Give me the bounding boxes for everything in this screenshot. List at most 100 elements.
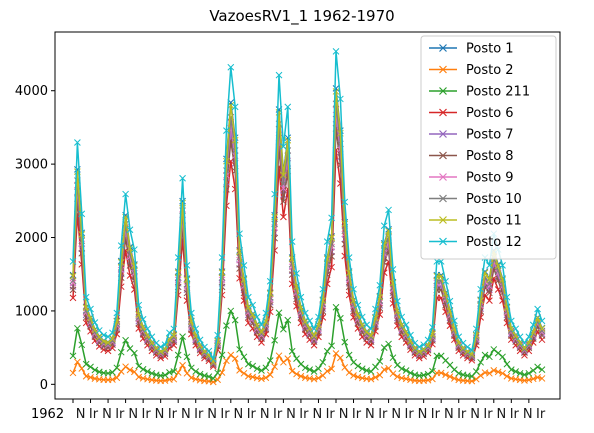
data-point (477, 358, 484, 366)
data-point (214, 376, 221, 384)
legend-marker (439, 108, 447, 117)
data-point (131, 349, 138, 357)
data-point (490, 346, 498, 353)
data-point (424, 343, 432, 351)
data-point (486, 353, 493, 361)
data-point (442, 371, 449, 379)
data-point (253, 365, 261, 373)
data-point (174, 269, 182, 277)
legend-label: Posto 2 (466, 63, 514, 78)
data-point (315, 313, 322, 321)
data-point (534, 305, 541, 313)
data-point (534, 373, 541, 381)
data-point (429, 367, 436, 375)
data-point (310, 335, 318, 342)
data-point (328, 214, 335, 222)
data-point (288, 238, 296, 245)
data-point (538, 325, 546, 332)
x-tick-label-crowded: Ir (115, 407, 125, 422)
x-tick-label-crowded: Ir (536, 407, 546, 422)
data-point (306, 366, 314, 373)
x-tick-label-crowded: N (76, 407, 86, 422)
x-tick-label-crowded: Ir (510, 407, 520, 422)
data-point (472, 325, 480, 333)
data-point (249, 373, 257, 381)
data-point (170, 368, 178, 375)
data-point (262, 309, 270, 317)
data-point (170, 325, 178, 333)
data-point (284, 134, 292, 142)
data-point (499, 262, 506, 269)
data-point (472, 368, 480, 375)
data-point (126, 226, 134, 234)
data-point (135, 373, 143, 381)
data-point (95, 368, 103, 376)
data-point (323, 347, 331, 355)
data-point (152, 346, 160, 353)
data-point (455, 369, 463, 377)
series-posto-12 (69, 48, 546, 363)
series-posto-211 (69, 303, 546, 382)
data-point (516, 369, 524, 377)
data-point (315, 365, 322, 373)
data-point (183, 353, 191, 361)
chart-title: VazoesRV1_1 1962-1970 (209, 7, 394, 26)
x-tick-label-crowded: N (234, 407, 244, 422)
data-point (372, 305, 379, 313)
data-point (494, 368, 502, 376)
data-point (131, 368, 138, 376)
data-point (183, 262, 191, 269)
data-point (91, 319, 99, 326)
data-point (244, 293, 252, 301)
x-tick-label-crowded: Ir (247, 407, 257, 422)
data-point (459, 346, 467, 353)
data-point (332, 48, 340, 55)
data-point (179, 174, 186, 182)
data-point (174, 369, 182, 376)
data-point (148, 369, 156, 377)
data-point (394, 361, 401, 369)
data-point (218, 351, 226, 359)
legend-entry: Posto 8 (429, 149, 514, 164)
data-point (328, 342, 335, 350)
data-point (429, 323, 436, 331)
data-point (266, 277, 274, 285)
data-point (450, 317, 458, 325)
data-point (161, 371, 169, 379)
x-tick-label-crowded: N (418, 407, 428, 422)
data-point (280, 180, 287, 188)
x-tick-label-crowded: N (470, 407, 480, 422)
data-point (486, 276, 493, 284)
data-point (350, 372, 357, 379)
data-point (196, 370, 204, 378)
data-point (345, 254, 353, 261)
data-point (82, 304, 90, 311)
data-point (538, 375, 546, 382)
data-point (87, 373, 94, 381)
data-point (209, 361, 217, 369)
data-point (69, 369, 77, 377)
data-point (78, 231, 86, 238)
data-point (490, 367, 498, 374)
data-point (411, 346, 419, 353)
data-point (529, 367, 537, 374)
data-point (293, 370, 300, 378)
data-point (341, 364, 349, 371)
data-point (284, 103, 292, 111)
legend-marker (439, 194, 447, 203)
data-point (161, 346, 169, 353)
legend-entry: Posto 1 (429, 42, 514, 57)
legend-label: Posto 6 (466, 106, 514, 121)
data-point (192, 368, 200, 375)
x-tick-label-crowded: Ir (142, 407, 152, 422)
data-point (503, 360, 511, 368)
y-tick-label: 2000 (15, 231, 48, 246)
data-point (209, 358, 217, 366)
data-point (275, 309, 283, 317)
data-point (297, 360, 305, 368)
legend-marker (439, 87, 447, 95)
data-point (358, 365, 366, 373)
data-point (227, 307, 235, 315)
data-point (179, 333, 186, 340)
data-point (455, 333, 463, 341)
